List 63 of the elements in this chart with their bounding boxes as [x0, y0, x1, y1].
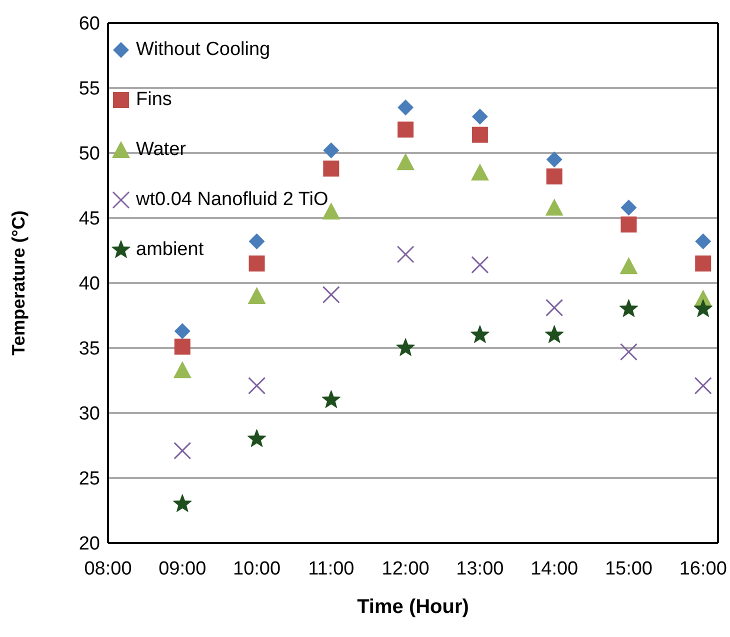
point	[470, 325, 490, 343]
point	[620, 200, 637, 216]
point	[470, 164, 489, 180]
point	[323, 142, 340, 158]
y-tick-label: 50	[78, 144, 100, 165]
point	[173, 494, 192, 512]
point	[248, 233, 265, 250]
point	[546, 168, 562, 184]
x-axis-title: Time (Hour)	[357, 596, 469, 618]
x-tick-label: 15:00	[604, 558, 653, 580]
legend-label: wt0.04 Nanofluid 2 TiO	[136, 189, 328, 211]
point	[248, 287, 266, 304]
point	[174, 323, 190, 340]
x-tick-label: 11:00	[308, 558, 354, 580]
point	[471, 256, 489, 274]
legend-label: Without Cooling	[136, 39, 270, 61]
point	[174, 338, 190, 355]
point	[396, 153, 415, 170]
x-tick-label: 13:00	[456, 558, 504, 580]
point	[620, 216, 637, 232]
x-tick-label: 14:00	[530, 558, 578, 580]
point	[398, 122, 414, 138]
point	[694, 376, 712, 394]
point	[247, 429, 266, 447]
y-tick-label: 20	[78, 534, 100, 555]
point	[396, 246, 414, 264]
y-tick-label: 30	[78, 404, 100, 425]
point	[322, 390, 341, 408]
point	[248, 256, 265, 272]
point	[619, 299, 638, 317]
point	[695, 256, 712, 272]
point	[695, 233, 712, 250]
point	[694, 299, 712, 317]
point	[620, 343, 638, 361]
point	[322, 286, 340, 304]
legend-label: ambient	[136, 239, 204, 261]
point	[248, 376, 266, 394]
point	[398, 100, 414, 116]
point	[173, 361, 192, 378]
point	[396, 338, 415, 356]
y-tick-label: 40	[78, 274, 100, 295]
point	[545, 325, 564, 343]
point	[174, 442, 192, 460]
point	[546, 298, 564, 316]
point	[546, 152, 562, 168]
y-tick-label: 45	[78, 208, 100, 230]
x-tick-label: 10:00	[233, 558, 281, 580]
point	[545, 198, 564, 216]
legend-label: Fins	[136, 89, 172, 111]
x-tick-label: 12:00	[382, 558, 430, 580]
point	[472, 108, 488, 125]
legend-label: Water	[136, 139, 186, 161]
x-tick-label: 09:00	[158, 558, 206, 580]
y-tick-label: 60	[78, 14, 100, 35]
y-tick-label: 25	[78, 468, 100, 490]
point	[472, 126, 488, 143]
y-tick-label: 35	[78, 338, 100, 360]
point	[323, 160, 340, 177]
point	[620, 257, 638, 274]
y-tick-label: 55	[78, 78, 100, 100]
x-tick-label: 16:00	[679, 558, 727, 580]
x-tick-label: 08:00	[84, 558, 132, 580]
y-axis-title: Temperature (°C)	[8, 210, 28, 356]
